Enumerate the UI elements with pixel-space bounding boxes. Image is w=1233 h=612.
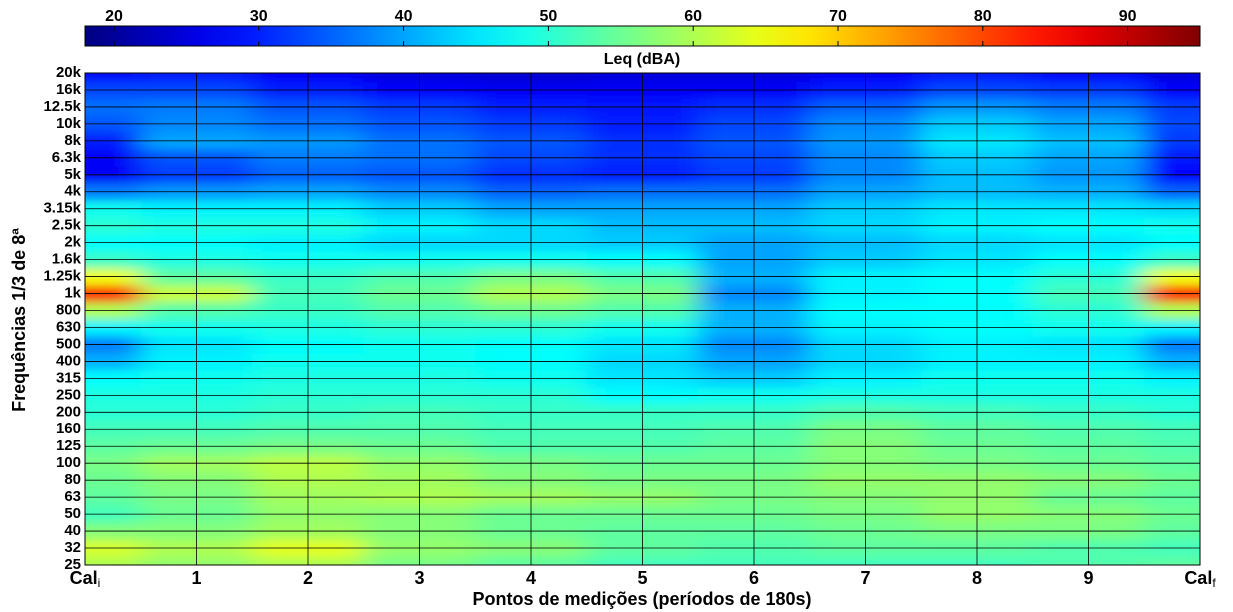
colorbar-tick-label: 20	[105, 8, 123, 25]
y-tick-label: 315	[56, 369, 81, 386]
y-tick-label: 400	[56, 352, 81, 369]
heatmap-cell	[1144, 556, 1200, 565]
colorbar-tick-label: 70	[829, 8, 847, 25]
x-tick-subscript: f	[1212, 576, 1216, 590]
y-tick-label: 50	[64, 505, 81, 522]
y-tick-label: 1.25k	[43, 268, 81, 285]
heatmap-cell	[85, 556, 142, 565]
y-tick-label: 32	[64, 539, 81, 556]
plot-frame	[84, 72, 1201, 566]
y-tick-label: 1k	[64, 285, 81, 302]
y-tick-label: 8k	[64, 132, 81, 149]
y-axis-title: Frequências 1/3 de 8ª	[9, 228, 29, 412]
y-tick-label: 160	[56, 420, 81, 437]
colorbar-label: Leq (dBA)	[604, 51, 680, 68]
x-tick-text: Cal	[70, 568, 98, 588]
y-tick-label: 125	[56, 437, 81, 454]
y-tick-label: 16k	[56, 81, 82, 98]
y-tick-label: 1.6k	[52, 251, 82, 268]
colorbar	[84, 25, 1201, 47]
x-tick-text: Cal	[1184, 568, 1212, 588]
x-axis-title: Pontos de medições (períodos de 180s)	[472, 589, 811, 609]
colorbar-tick-label: 90	[1119, 8, 1137, 25]
y-tick-label: 3.15k	[43, 200, 81, 217]
y-tick-label: 63	[64, 488, 81, 505]
y-tick-label: 4k	[64, 183, 81, 200]
colorbar-tick-label: 50	[539, 8, 557, 25]
y-tick-label: 25	[64, 556, 81, 573]
y-tick-label: 630	[56, 318, 81, 335]
colorbar-tick-label: 80	[974, 8, 992, 25]
y-tick-label: 2.5k	[52, 217, 82, 234]
y-tick-label: 6.3k	[52, 149, 82, 166]
colorbar-tick-label: 30	[250, 8, 268, 25]
x-tick-label: 6	[749, 568, 759, 588]
x-tick-label: 4	[526, 568, 536, 588]
colorbar-tick-label: 40	[395, 8, 413, 25]
x-tick-label: 1	[191, 568, 201, 588]
y-tick-label: 80	[64, 471, 81, 488]
x-tick-label: Calf	[1184, 568, 1216, 590]
x-tick-label: Cali	[70, 568, 101, 590]
y-tick-label: 250	[56, 386, 81, 403]
x-tick-subscript: i	[98, 576, 101, 590]
y-tick-label: 40	[64, 522, 81, 539]
x-tick-label: 2	[303, 568, 313, 588]
colorbar-tick-label: 60	[684, 8, 702, 25]
y-tick-label: 12.5k	[43, 98, 81, 115]
y-tick-label: 2k	[64, 234, 81, 251]
y-tick-label: 200	[56, 403, 81, 420]
x-tick-label: 9	[1083, 568, 1093, 588]
heatmap-cell	[1144, 73, 1200, 82]
x-tick-label: 3	[414, 568, 424, 588]
y-tick-label: 100	[56, 454, 81, 471]
y-tick-label: 500	[56, 335, 81, 352]
heatmap-cell	[85, 73, 142, 82]
x-tick-label: 7	[860, 568, 870, 588]
y-tick-label: 10k	[56, 115, 82, 132]
x-tick-label: 5	[637, 568, 647, 588]
y-tick-label: 20k	[56, 64, 82, 81]
x-tick-label: 8	[972, 568, 982, 588]
y-tick-label: 800	[56, 301, 81, 318]
y-tick-label: 5k	[64, 166, 81, 183]
